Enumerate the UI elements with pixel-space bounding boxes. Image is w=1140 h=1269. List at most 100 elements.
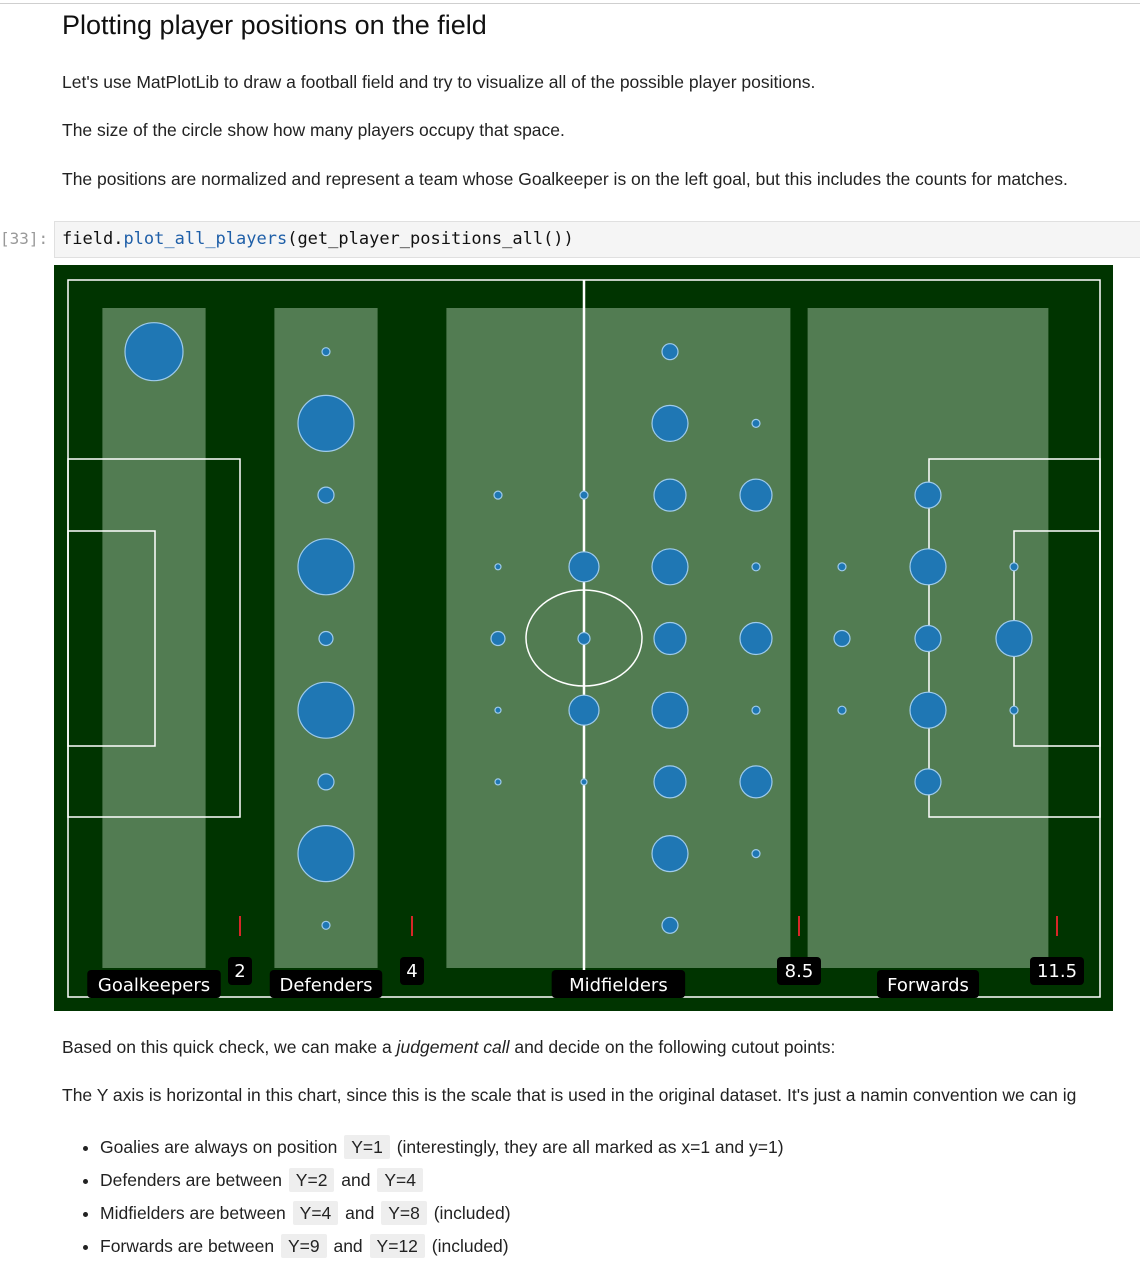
player-bubbles [124,322,1033,934]
player-bubble [651,834,689,873]
player-bubble [751,562,761,572]
bullet-text: (included) [426,1236,509,1256]
code-cell-input[interactable]: field.plot_all_players(get_player_positi… [54,221,1140,258]
player-bubble [914,481,942,509]
player-bubble [318,630,334,647]
code-dot: . [113,229,124,249]
player-bubble [317,486,335,504]
bullet-text: Defenders are between [100,1170,287,1190]
player-bubble [124,322,184,382]
player-bubble [661,916,679,934]
cutoff-label: 4 [406,961,417,982]
intro-paragraph-1: Let's use MatPlotLib to draw a football … [62,72,816,92]
zone-label: Goalkeepers [98,975,210,996]
player-bubble [321,920,331,930]
code-method: plot_all_players [123,229,288,249]
player-bubble [751,848,761,859]
inline-code: Y=4 [377,1168,423,1192]
emphasis-judgement-call: judgement call [396,1037,510,1057]
player-bubble [833,629,851,648]
player-bubble [661,343,679,361]
zone-label: Midfielders [569,975,668,996]
player-bubble [297,681,355,739]
player-bubble [653,478,687,512]
player-bubble [751,705,761,715]
player-bubble [914,624,942,653]
bullet-text: (included) [428,1203,511,1223]
player-bubble [297,394,355,452]
bullet-text: Forwards are between [100,1236,279,1256]
page-title: Plotting player positions on the field [62,10,487,40]
player-bubble [739,765,773,799]
zone-label-box [269,970,383,998]
zone-label-box [551,970,686,998]
player-bubble [909,691,947,729]
player-bubble [297,824,355,883]
inline-code: Y=1 [344,1135,390,1159]
player-bubble [653,621,687,656]
bullet-text: and [328,1236,368,1256]
cutoff-label-box [777,957,821,985]
player-bubble [317,773,335,791]
cutoff-label: 2 [234,961,245,982]
markdown-paragraph: The size of the circle show how many pla… [62,120,565,141]
player-bubble [579,490,589,500]
cutoff-label-box [228,957,252,985]
zone-label-box [877,970,979,998]
zone-goalkeepers [102,308,206,968]
cutout-points-list: Goalies are always on position Y=1 (inte… [62,1133,784,1265]
intro-paragraph-2: The size of the circle show how many pla… [62,120,565,140]
zone-labels: Goalkeepers Defenders Midfielders Forwards [87,970,979,998]
list-item: Midfielders are between Y=4 and Y=8 (inc… [100,1199,784,1232]
cutoff-label: 8.5 [785,961,814,982]
player-bubble [490,630,506,647]
player-bubble [494,778,502,786]
player-bubble [1009,562,1019,572]
output-plot: 2 4 8.5 11.5 Goalkeepers Defenders Midfielder… [54,265,1113,1011]
player-bubble [995,619,1033,658]
bullet-text: (interestingly, they are all marked as x… [391,1137,784,1157]
markdown-cell-title: Plotting player positions on the field [62,10,487,41]
player-bubble [914,768,942,796]
inline-code: Y=8 [381,1201,427,1225]
cutoff-label: 11.5 [1037,961,1077,982]
zone-label: Forwards [887,975,969,996]
player-bubble [651,691,689,729]
player-bubble [580,778,588,786]
player-bubble [1009,705,1019,715]
player-bubble [494,706,502,714]
list-item: Forwards are between Y=9 and Y=12 (inclu… [100,1232,784,1265]
markdown-paragraph: The Y axis is horizontal in this chart, … [62,1085,1076,1106]
player-bubble [651,548,689,586]
player-bubble [909,548,947,586]
cell-separator [0,3,1140,4]
player-bubble [739,478,773,512]
player-bubble [568,551,600,583]
code-args: (get_player_positions_all()) [287,229,574,249]
conclusion-paragraph-1: Based on this quick check, we can make a… [62,1037,835,1058]
bullet-text: Midfielders are between [100,1203,291,1223]
list-item: Goalies are always on position Y=1 (inte… [100,1133,784,1166]
inline-code: Y=4 [292,1201,339,1225]
conclusion-paragraph-2: The Y axis is horizontal in this chart, … [62,1085,1077,1105]
player-bubble [739,621,773,656]
list-item: Defenders are between Y=2 and Y=4 [100,1166,784,1199]
conclusion-text-prefix: Based on this quick check, we can make a [62,1037,397,1057]
player-bubble [321,347,331,357]
player-bubble [837,705,847,715]
zone-label-box [87,970,221,998]
player-bubble [494,563,502,571]
player-bubble [653,765,687,799]
bullet-text: Goalies are always on position [100,1137,343,1157]
center-circle [525,589,643,687]
player-bubble [297,538,355,596]
player-bubble [837,562,847,572]
intro-paragraph-3: The positions are normalized and represe… [62,169,1068,189]
cutoff-label-box [400,957,424,985]
code-object: field [62,229,114,249]
player-bubble [493,490,503,500]
bullet-text: and [336,1170,376,1190]
inline-code: Y=12 [369,1234,425,1258]
player-bubble [568,694,600,726]
conclusion-text-suffix: and decide on the following cutout point… [509,1037,836,1057]
